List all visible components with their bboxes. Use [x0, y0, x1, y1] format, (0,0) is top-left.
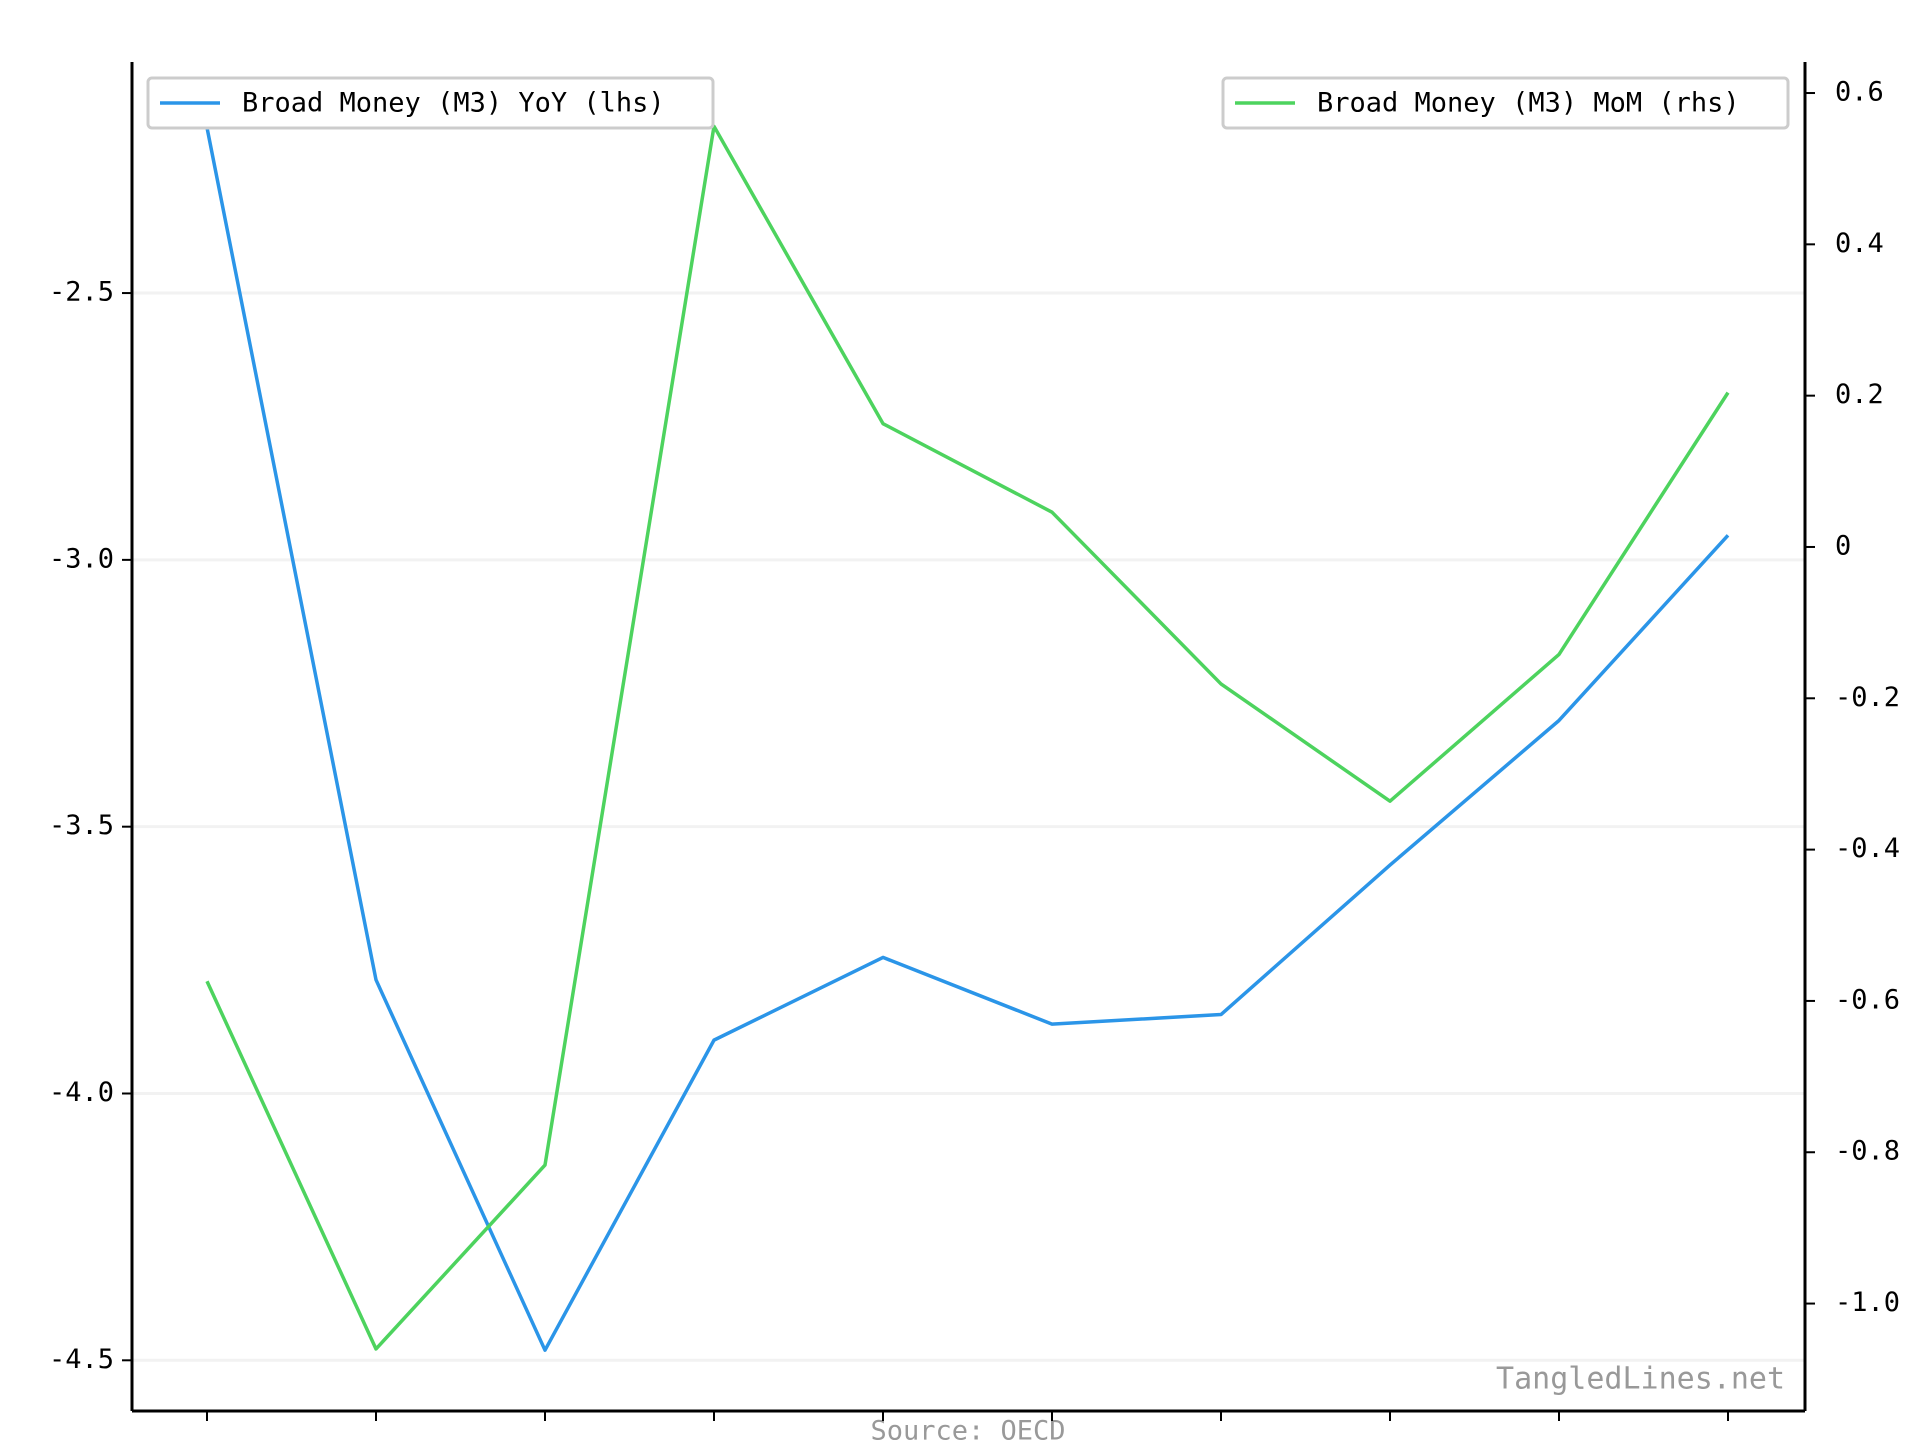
y2-tick-label: -0.6	[1835, 984, 1900, 1015]
legend-label: Broad Money (M3) YoY (lhs)	[242, 88, 665, 119]
legend-label: Broad Money (M3) MoM (rhs)	[1317, 88, 1740, 119]
line-series	[205, 124, 1730, 1351]
y-tick-label: -4.5	[49, 1344, 114, 1375]
y-tick-label: -3.5	[49, 810, 114, 841]
watermark: TangledLines.net	[1496, 1362, 1785, 1397]
y-tick-label: -3.0	[49, 543, 114, 574]
y2-tick-label: 0.6	[1835, 77, 1884, 108]
y-tick-label: -2.5	[49, 277, 114, 308]
line-series	[205, 127, 1730, 1352]
y2-tick-label: -0.4	[1835, 833, 1900, 864]
y2-tick-label: -1.0	[1835, 1287, 1900, 1318]
legend-box	[146, 76, 715, 130]
y-tick-label: -4.0	[49, 1077, 114, 1108]
y2-tick-label: 0	[1835, 530, 1851, 561]
legend-box	[1221, 76, 1790, 130]
y2-tick-label: 0.2	[1835, 379, 1884, 410]
y2-tick-label: 0.4	[1835, 228, 1884, 259]
source-note: Source: OECD	[870, 1416, 1065, 1440]
y2-tick-label: -0.2	[1835, 682, 1900, 713]
y2-tick-label: -0.8	[1835, 1136, 1900, 1167]
